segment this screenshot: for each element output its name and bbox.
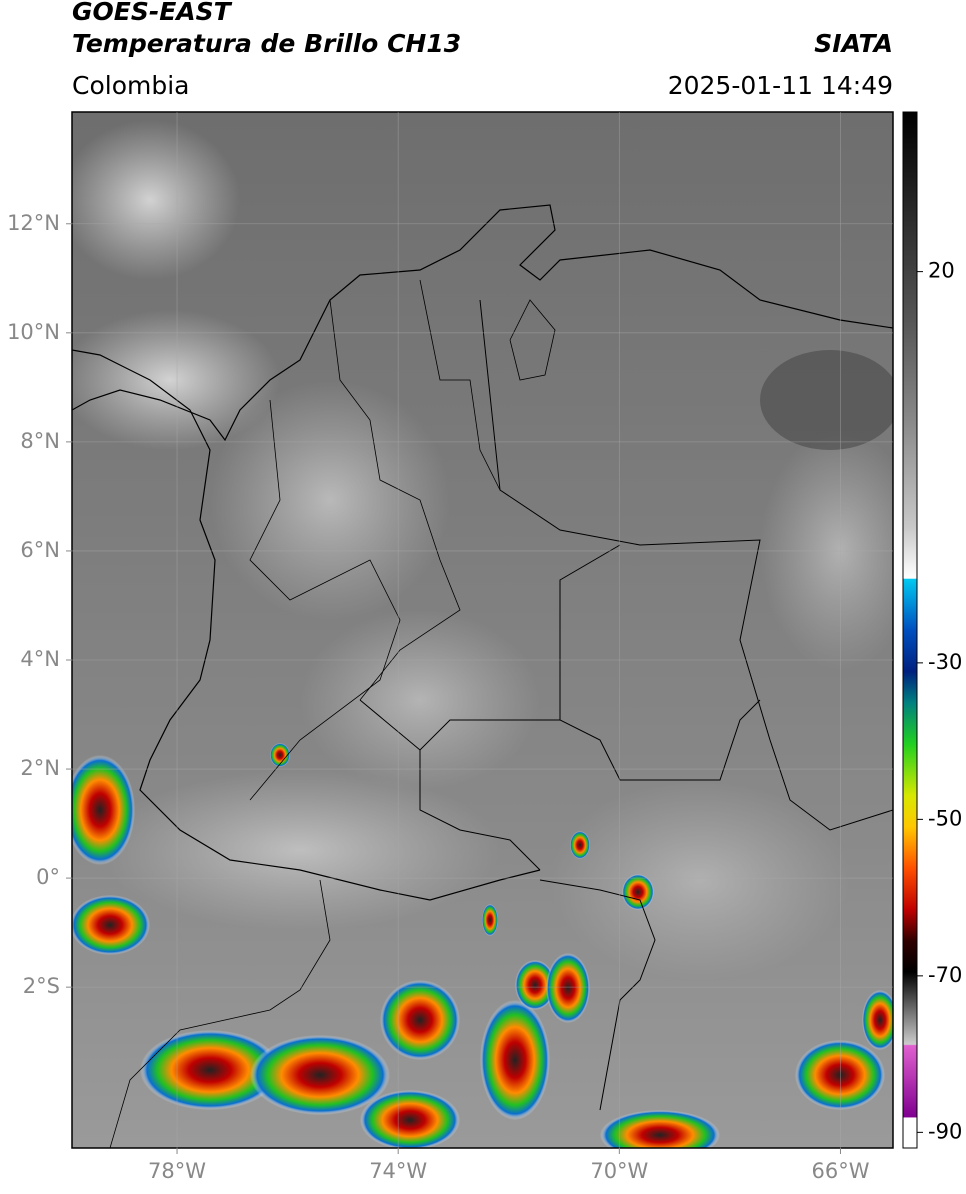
datetime: 2025-01-11 14:49 bbox=[668, 71, 893, 100]
colorbar-tick-label: -70 bbox=[928, 963, 962, 987]
x-tick-label: 78°W bbox=[148, 1159, 206, 1183]
y-tick-label: 8°N bbox=[20, 429, 60, 453]
subtitle: Temperatura de Brillo CH13 bbox=[72, 29, 461, 58]
satellite-image bbox=[72, 112, 893, 1148]
x-tick-label: 66°W bbox=[811, 1159, 869, 1183]
y-tick-label: 12°N bbox=[7, 211, 60, 235]
source: SIATA bbox=[814, 29, 893, 58]
colorbar-tick-label: -90 bbox=[928, 1119, 962, 1143]
y-tick-label: 0° bbox=[36, 865, 60, 889]
colorbar-tick-label: -50 bbox=[928, 806, 962, 830]
region: Colombia bbox=[72, 71, 189, 100]
x-tick-label: 74°W bbox=[369, 1159, 427, 1183]
y-tick-label: 4°N bbox=[20, 647, 60, 671]
y-tick-label: 2°S bbox=[23, 974, 60, 998]
y-tick-label: 6°N bbox=[20, 538, 60, 562]
ticks-layer: 78°W 74°W 70°W 66°W 12°N 10°N 8°N 6°N 4°N 2°N 0° 2°… bbox=[7, 112, 962, 1183]
colorbar-tick-label: 20 bbox=[928, 259, 955, 283]
colorbar bbox=[902, 111, 918, 1149]
x-tick-label: 70°W bbox=[590, 1159, 648, 1183]
plot-frame bbox=[71, 111, 894, 1149]
y-tick-label: 2°N bbox=[20, 756, 60, 780]
y-tick-label: 10°N bbox=[7, 320, 60, 344]
colorbar-tick-label: -30 bbox=[928, 650, 962, 674]
title: GOES-EAST bbox=[72, 0, 233, 26]
